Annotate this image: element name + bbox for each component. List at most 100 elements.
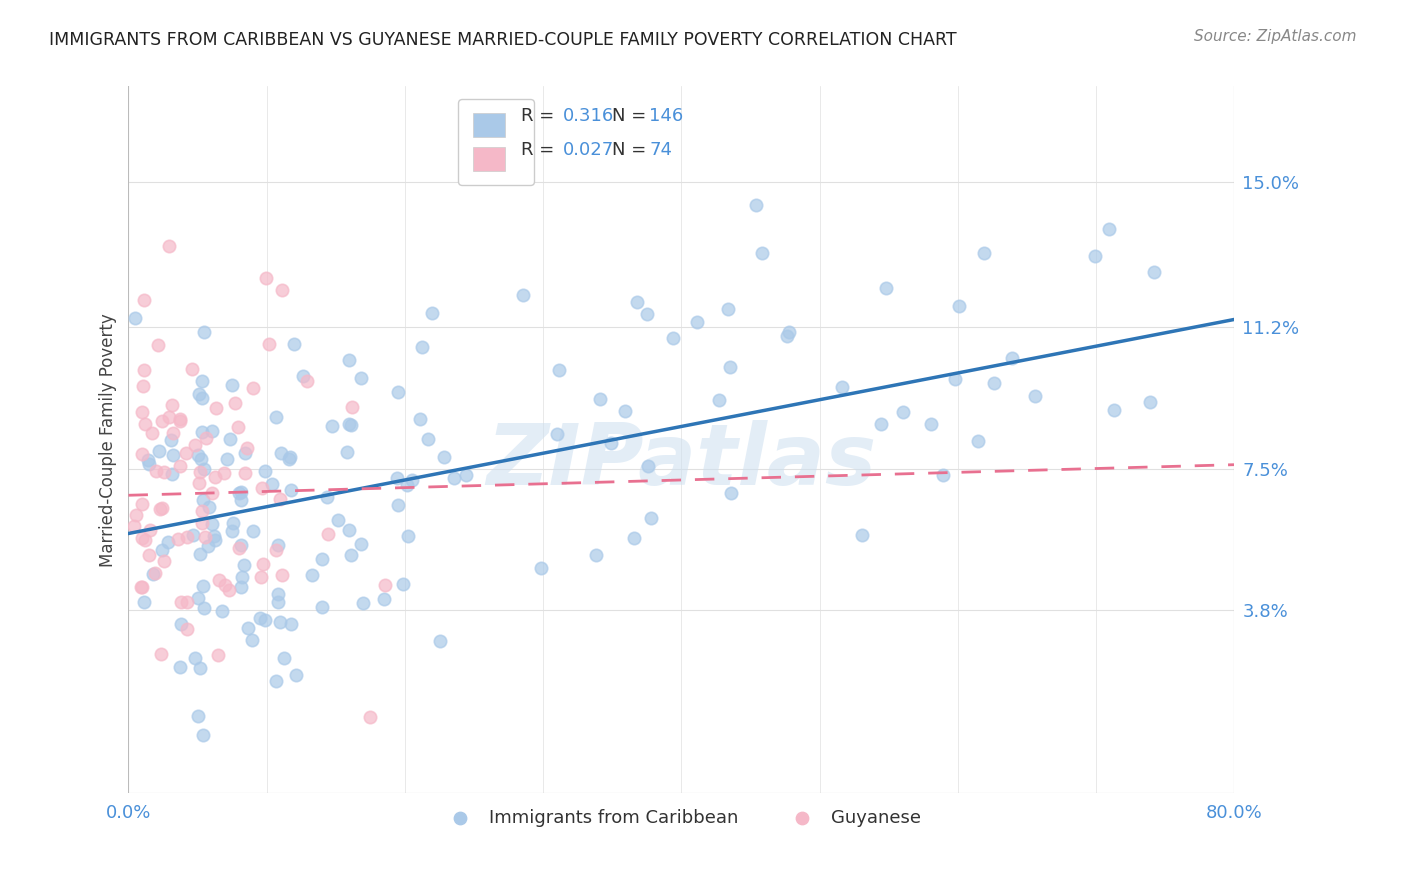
Point xyxy=(948,299,970,313)
Point xyxy=(932,467,955,482)
Point xyxy=(197,539,219,553)
Point xyxy=(267,538,290,552)
Y-axis label: Married-Couple Family Poverty: Married-Couple Family Poverty xyxy=(100,313,117,566)
Point xyxy=(284,668,307,682)
Point xyxy=(162,448,184,462)
Point xyxy=(222,516,245,531)
Point xyxy=(720,486,742,500)
Point xyxy=(280,617,302,632)
Point xyxy=(214,578,236,592)
Point xyxy=(214,467,236,481)
Point xyxy=(131,580,153,594)
Point xyxy=(174,445,197,459)
Point xyxy=(301,567,323,582)
Point xyxy=(188,476,211,491)
Point xyxy=(662,331,685,345)
Point xyxy=(1102,402,1125,417)
Point xyxy=(190,391,212,405)
Point xyxy=(831,379,853,393)
Point xyxy=(266,409,288,424)
Point xyxy=(187,448,209,462)
Point xyxy=(145,464,167,478)
Point xyxy=(157,239,180,253)
Point xyxy=(183,438,205,452)
Point xyxy=(162,398,184,412)
Point xyxy=(238,621,260,635)
Point xyxy=(195,431,218,445)
Point xyxy=(718,359,741,374)
Text: R =: R = xyxy=(522,107,554,125)
Point xyxy=(122,518,145,533)
Point xyxy=(166,532,188,546)
Point xyxy=(443,471,465,485)
Point xyxy=(870,417,893,431)
Point xyxy=(188,465,211,479)
Point xyxy=(193,462,215,476)
Point xyxy=(129,581,152,595)
Point xyxy=(134,595,156,609)
Point xyxy=(152,466,174,480)
Text: 0.316: 0.316 xyxy=(562,107,614,125)
Point xyxy=(326,513,349,527)
Point xyxy=(311,600,333,615)
Point xyxy=(131,531,153,545)
Point xyxy=(311,551,333,566)
Point xyxy=(271,283,294,297)
Point xyxy=(131,405,153,419)
Point xyxy=(233,446,256,460)
Point xyxy=(260,477,283,491)
Point xyxy=(169,414,191,428)
Point xyxy=(943,372,966,386)
Point xyxy=(142,567,165,582)
Point xyxy=(190,504,212,518)
Point xyxy=(231,580,253,594)
Point xyxy=(337,353,360,368)
Point xyxy=(132,362,155,376)
Point xyxy=(242,381,264,395)
Point xyxy=(201,486,224,500)
Point xyxy=(349,537,371,551)
Point xyxy=(231,538,253,552)
Legend: Immigrants from Caribbean, Guyanese: Immigrants from Caribbean, Guyanese xyxy=(434,801,928,834)
Point xyxy=(204,470,226,484)
Point xyxy=(231,570,253,584)
Point xyxy=(131,446,153,460)
Point xyxy=(138,457,160,471)
Point xyxy=(169,660,191,674)
Point xyxy=(920,417,942,431)
Point xyxy=(138,548,160,562)
Point xyxy=(983,376,1005,391)
Point xyxy=(1098,222,1121,236)
Point xyxy=(233,466,256,480)
Point xyxy=(134,533,156,547)
Point xyxy=(131,498,153,512)
Point xyxy=(283,337,305,351)
Point xyxy=(207,648,229,662)
Point xyxy=(217,452,239,467)
Point xyxy=(1143,265,1166,279)
Point xyxy=(253,465,276,479)
Point xyxy=(776,329,799,343)
Point xyxy=(337,417,360,431)
Point xyxy=(257,337,280,351)
Point xyxy=(125,508,148,522)
Point xyxy=(547,363,569,377)
Point xyxy=(636,307,658,321)
Point xyxy=(392,576,415,591)
Point xyxy=(340,417,363,432)
Point xyxy=(717,301,740,316)
Point xyxy=(150,543,173,558)
Point xyxy=(433,450,456,465)
Point xyxy=(170,595,193,609)
Point xyxy=(191,578,214,592)
Point xyxy=(278,450,301,464)
Point xyxy=(231,493,253,508)
Point xyxy=(269,615,291,629)
Point xyxy=(202,529,225,543)
Text: IMMIGRANTS FROM CARIBBEAN VS GUYANESE MARRIED-COUPLE FAMILY POVERTY CORRELATION : IMMIGRANTS FROM CARIBBEAN VS GUYANESE MA… xyxy=(49,31,957,49)
Point xyxy=(201,424,224,438)
Point xyxy=(373,592,395,607)
Point xyxy=(221,378,243,392)
Point xyxy=(188,661,211,675)
Point xyxy=(295,375,318,389)
